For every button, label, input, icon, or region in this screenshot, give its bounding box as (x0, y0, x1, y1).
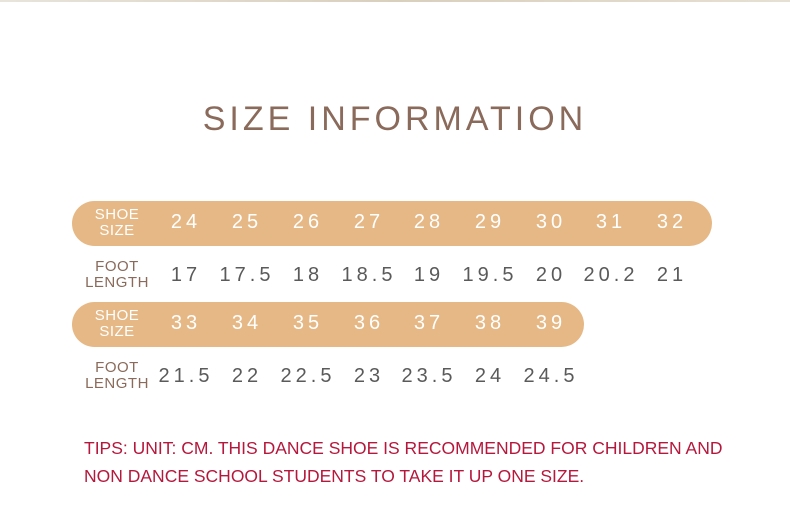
shoe-size-value: 33 (170, 312, 202, 334)
shoe-size-label: SHOE SIZE (77, 308, 157, 340)
shoe-size-value: 32 (656, 211, 688, 233)
shoe-size-value: 25 (231, 211, 263, 233)
page-title: SIZE INFORMATION (202, 100, 588, 138)
foot-length-value: 24.5 (523, 365, 579, 387)
shoe-size-bar (72, 201, 712, 246)
foot-length-label: FOOT LENGTH (77, 259, 157, 291)
shoe-size-label-line: SIZE (99, 222, 135, 239)
foot-length-value: 23.5 (401, 365, 457, 387)
foot-length-value: 20 (535, 264, 567, 286)
foot-length-value: 19 (413, 264, 445, 286)
foot-length-label-line: FOOT (95, 258, 139, 275)
foot-length-value: 22 (231, 365, 263, 387)
shoe-size-value: 35 (292, 312, 324, 334)
shoe-size-value: 39 (535, 312, 567, 334)
shoe-size-label-line: SHOE (94, 307, 140, 324)
foot-length-value: 24 (474, 365, 506, 387)
shoe-size-value: 31 (595, 211, 627, 233)
foot-length-value: 19.5 (462, 264, 518, 286)
shoe-size-value: 30 (535, 211, 567, 233)
foot-length-value: 22.5 (280, 365, 336, 387)
shoe-size-value: 27 (353, 211, 385, 233)
foot-length-value: 18 (292, 264, 324, 286)
shoe-size-label-line: SHOE (94, 206, 140, 223)
foot-length-label-line: LENGTH (85, 375, 149, 392)
shoe-size-value: 24 (170, 211, 202, 233)
foot-length-value: 17 (170, 264, 202, 286)
foot-length-value: 21.5 (158, 365, 214, 387)
foot-length-value: 18.5 (341, 264, 397, 286)
foot-length-label: FOOT LENGTH (77, 360, 157, 392)
shoe-size-value: 37 (413, 312, 445, 334)
shoe-size-value: 38 (474, 312, 506, 334)
foot-length-value: 17.5 (219, 264, 275, 286)
shoe-size-bar (72, 302, 584, 347)
shoe-size-label: SHOE SIZE (77, 207, 157, 239)
shoe-size-value: 28 (413, 211, 445, 233)
top-border (0, 0, 790, 2)
shoe-size-label-line: SIZE (99, 323, 135, 340)
foot-length-value: 20.2 (583, 264, 639, 286)
foot-length-value: 23 (353, 365, 385, 387)
foot-length-value: 21 (656, 264, 688, 286)
foot-length-label-line: LENGTH (85, 274, 149, 291)
tips-text: TIPS: UNIT: CM. THIS DANCE SHOE IS RECOM… (84, 438, 723, 486)
foot-length-label-line: FOOT (95, 359, 139, 376)
shoe-size-value: 34 (231, 312, 263, 334)
shoe-size-value: 29 (474, 211, 506, 233)
shoe-size-value: 36 (353, 312, 385, 334)
shoe-size-value: 26 (292, 211, 324, 233)
